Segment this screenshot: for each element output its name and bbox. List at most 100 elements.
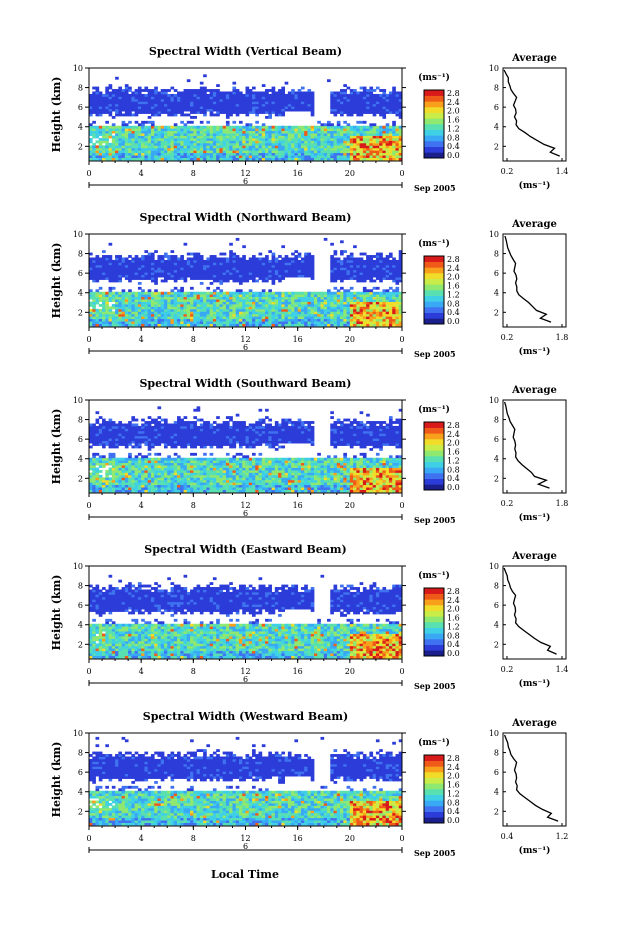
heatmap-cell <box>330 133 334 136</box>
heatmap-cell <box>284 155 289 158</box>
heatmap-cell <box>349 155 354 158</box>
colorbar-swatch <box>424 95 444 102</box>
heatmap-cell <box>144 155 149 158</box>
heatmap-cell <box>98 264 103 268</box>
heatmap-cell <box>362 277 367 280</box>
heatmap-cell <box>327 313 331 317</box>
heatmap-cell <box>183 150 188 154</box>
heatmap-cell <box>212 91 217 95</box>
heatmap-cell <box>366 272 370 276</box>
heatmap-cell <box>375 150 380 154</box>
heatmap-cell <box>362 267 367 271</box>
heatmap-cell <box>274 147 279 151</box>
heatmap-cell <box>300 323 305 327</box>
heatmap-cell <box>89 152 93 156</box>
heatmap-cell <box>134 133 139 136</box>
heatmap-cell <box>177 269 181 273</box>
heatmap-cell <box>245 157 250 161</box>
heatmap-cell <box>216 93 220 97</box>
heatmap-cell <box>349 277 354 280</box>
heatmap-cell <box>232 272 237 276</box>
heatmap-cell <box>131 259 136 263</box>
heatmap-cell <box>359 291 364 295</box>
heatmap-cell <box>369 137 374 141</box>
heatmap-cell <box>336 296 341 300</box>
heatmap-cell <box>379 272 383 276</box>
heatmap-cell <box>108 86 113 90</box>
heatmap-cell <box>115 130 119 134</box>
heatmap-cell <box>206 264 211 268</box>
heatmap-cell <box>144 98 149 102</box>
colorbar-swatch <box>424 112 444 119</box>
heatmap-cell <box>154 303 158 307</box>
heatmap-cell <box>366 135 370 139</box>
heatmap-cell <box>353 308 357 312</box>
heatmap-cell <box>248 111 253 114</box>
heatmap-cell <box>222 269 227 273</box>
heatmap-cell <box>190 262 194 266</box>
heatmap-cell <box>349 152 354 156</box>
heatmap-cell <box>398 106 403 110</box>
heatmap-cell <box>398 115 403 119</box>
heatmap-cell <box>238 140 243 144</box>
heatmap-cell <box>206 308 211 312</box>
heatmap-cell <box>102 108 106 112</box>
heatmap-cell <box>95 257 100 261</box>
heatmap-cell <box>163 321 168 324</box>
heatmap-cell <box>258 321 263 324</box>
heatmap-cell <box>252 137 256 141</box>
heatmap-cell <box>229 135 233 139</box>
heatmap-cell <box>98 277 103 280</box>
heatmap-cell <box>238 111 243 114</box>
heatmap-cell <box>307 137 312 141</box>
heatmap-cell <box>232 301 237 305</box>
heatmap-cell <box>170 106 175 110</box>
heatmap-cell <box>330 91 334 95</box>
heatmap-cell <box>89 474 93 478</box>
heatmap-cell <box>281 140 286 144</box>
heatmap-cell <box>291 303 295 307</box>
heatmap-cell <box>170 274 175 278</box>
heatmap-cell <box>186 272 191 276</box>
heatmap-cell <box>356 269 361 273</box>
heatmap-cell <box>89 103 93 107</box>
heatmap-cell <box>154 111 158 114</box>
heatmap-cell <box>190 120 194 124</box>
heatmap-cell <box>366 155 370 158</box>
heatmap-cell <box>92 296 96 300</box>
heatmap-cell <box>131 130 136 134</box>
heatmap-cell <box>248 101 253 105</box>
heatmap-cell <box>379 264 383 268</box>
heatmap-cell <box>137 98 142 102</box>
heatmap-cell <box>186 101 191 105</box>
heatmap-cell <box>343 321 347 324</box>
heatmap-cell <box>95 135 100 139</box>
heatmap-cell <box>170 135 175 139</box>
heatmap-cell <box>271 101 276 105</box>
heatmap-cell <box>395 323 400 327</box>
heatmap-cell <box>346 101 351 105</box>
heatmap-cell <box>385 140 390 144</box>
colorbar-tick-label: 0.4 <box>447 308 460 317</box>
heatmap-cell <box>375 269 380 273</box>
heatmap-cell <box>206 294 211 298</box>
heatmap-cell <box>102 250 106 253</box>
heatmap-cell <box>235 255 240 258</box>
heatmap-cell <box>336 133 341 136</box>
heatmap-cell <box>89 145 93 149</box>
heatmap-cell <box>313 294 318 298</box>
heatmap-cell <box>225 111 230 114</box>
heatmap-cell <box>362 279 367 283</box>
heatmap-cell <box>222 274 227 278</box>
heatmap-cell <box>92 440 96 444</box>
heatmap-cell <box>388 299 393 302</box>
heatmap-cell <box>134 277 139 280</box>
heatmap-cell <box>222 279 227 283</box>
heatmap-cell <box>375 294 380 298</box>
heatmap-cell <box>372 130 377 134</box>
heatmap-cell <box>173 277 178 280</box>
heatmap-cell <box>170 140 175 144</box>
heatmap-cell <box>183 157 188 161</box>
heatmap-cell <box>359 306 364 310</box>
heatmap-cell <box>229 299 233 302</box>
